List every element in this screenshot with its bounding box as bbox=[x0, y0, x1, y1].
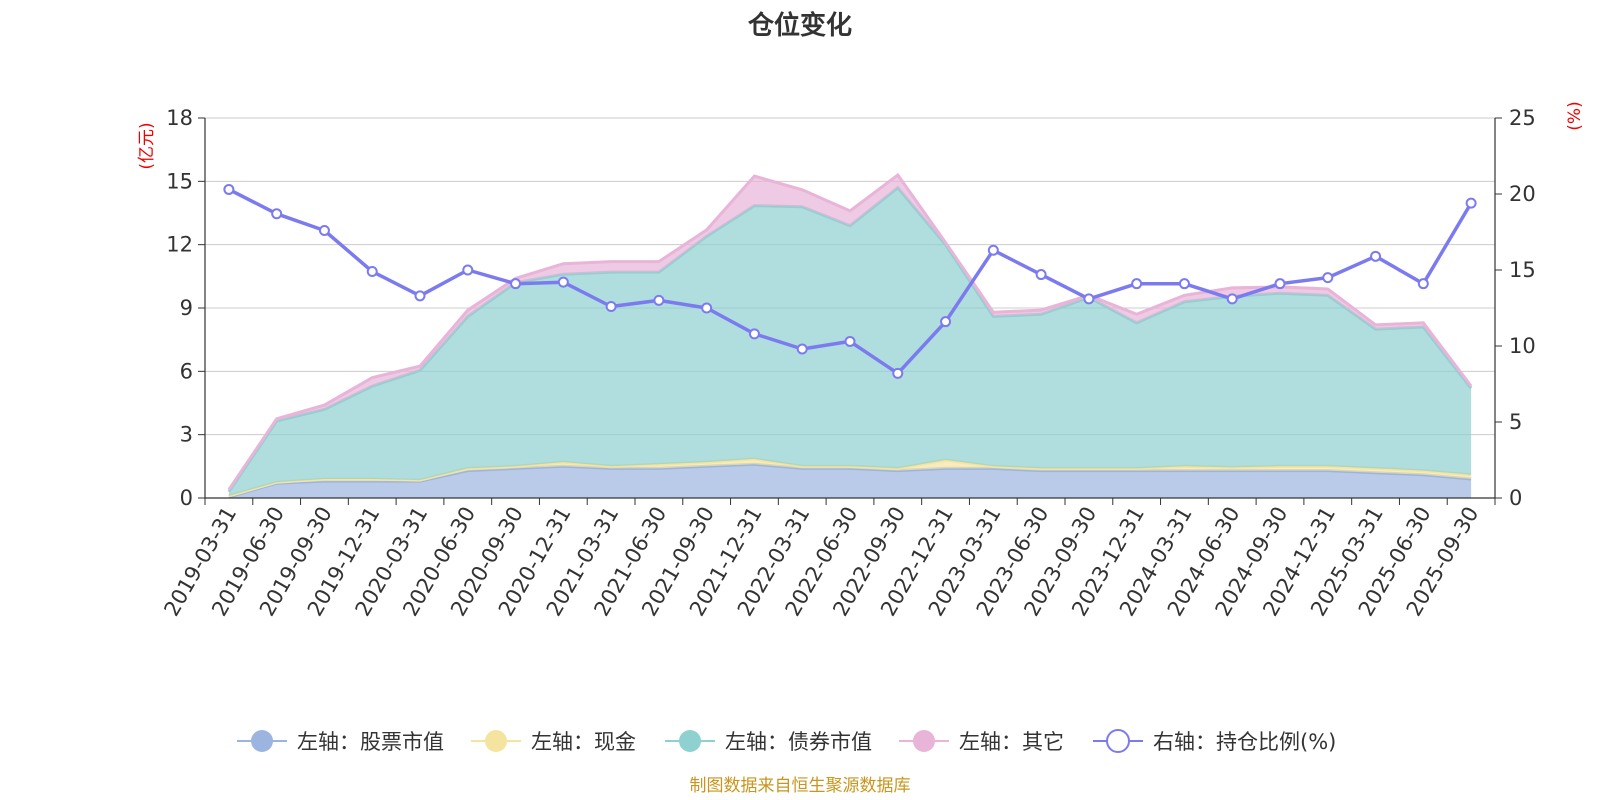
ratio-point bbox=[987, 244, 999, 256]
left-axis-unit: (亿元) bbox=[137, 122, 157, 169]
ratio-point bbox=[796, 343, 808, 355]
legend-label: 左轴：现金 bbox=[531, 730, 636, 754]
ratio-point bbox=[748, 328, 760, 340]
ratio-point bbox=[510, 278, 522, 290]
left-axis-tick-label: 15 bbox=[166, 169, 193, 193]
right-axis-tick-label: 0 bbox=[1509, 486, 1522, 510]
ratio-point bbox=[605, 300, 617, 312]
ratio-point bbox=[366, 266, 378, 278]
left-axis-tick-label: 18 bbox=[166, 106, 193, 130]
legend-label: 左轴：股票市值 bbox=[297, 730, 444, 754]
legend-item: 左轴：现金 bbox=[471, 730, 636, 754]
legend-label: 左轴：债券市值 bbox=[725, 730, 872, 754]
ratio-point bbox=[653, 294, 665, 306]
right-axis-tick-label: 25 bbox=[1509, 106, 1536, 130]
ratio-point bbox=[414, 290, 426, 302]
ratio-point bbox=[1226, 293, 1238, 305]
ratio-point bbox=[223, 183, 235, 195]
legend-item: 左轴：债券市值 bbox=[665, 730, 872, 754]
ratio-point bbox=[940, 316, 952, 328]
legend-marker bbox=[251, 730, 273, 752]
left-axis-tick-label: 12 bbox=[166, 233, 193, 257]
right-axis-tick-label: 10 bbox=[1509, 334, 1536, 358]
legend-label: 左轴：其它 bbox=[959, 730, 1064, 754]
ratio-point bbox=[318, 224, 330, 236]
ratio-point bbox=[701, 302, 713, 314]
area-左轴：股票市值 bbox=[228, 464, 1472, 498]
ratio-point bbox=[892, 367, 904, 379]
right-axis-tick-label: 20 bbox=[1509, 182, 1536, 206]
left-axis-tick-label: 9 bbox=[180, 296, 193, 320]
data-source-note: 制图数据来自恒生聚源数据库 bbox=[690, 776, 911, 796]
legend-item: 右轴：持仓比例(%) bbox=[1093, 729, 1336, 754]
legend-marker bbox=[485, 730, 507, 752]
legend-label: 右轴：持仓比例(%) bbox=[1153, 730, 1336, 754]
ratio-point bbox=[1465, 197, 1477, 209]
ratio-point bbox=[1083, 293, 1095, 305]
ratio-point bbox=[462, 264, 474, 276]
right-axis-unit: (%) bbox=[1565, 101, 1585, 130]
left-axis-tick-label: 3 bbox=[180, 423, 193, 447]
ratio-point bbox=[1178, 278, 1190, 290]
ratio-point bbox=[1035, 269, 1047, 281]
legend-item: 左轴：其它 bbox=[899, 730, 1064, 754]
legend-marker bbox=[913, 730, 935, 752]
ratio-point bbox=[1417, 278, 1429, 290]
right-axis-tick-label: 5 bbox=[1509, 410, 1522, 434]
ratio-point bbox=[1274, 278, 1286, 290]
ratio-line-series bbox=[223, 183, 1477, 379]
left-axis-tick-label: 6 bbox=[180, 359, 193, 383]
ratio-point bbox=[844, 335, 856, 347]
ratio-point bbox=[1370, 250, 1382, 262]
legend-marker bbox=[1106, 729, 1130, 753]
legend-marker bbox=[679, 730, 701, 752]
chart-title: 仓位变化 bbox=[747, 10, 852, 41]
legend: 左轴：股票市值 左轴：现金 左轴：债券市值 左轴：其它 右轴：持仓比例(%) bbox=[237, 729, 1336, 754]
ratio-point bbox=[1131, 278, 1143, 290]
ratio-point bbox=[557, 276, 569, 288]
ratio-point bbox=[1322, 272, 1334, 284]
left-axis-tick-label: 0 bbox=[180, 486, 193, 510]
ratio-point bbox=[271, 208, 283, 220]
legend-item: 左轴：股票市值 bbox=[237, 730, 444, 754]
right-axis-tick-label: 15 bbox=[1509, 258, 1536, 282]
